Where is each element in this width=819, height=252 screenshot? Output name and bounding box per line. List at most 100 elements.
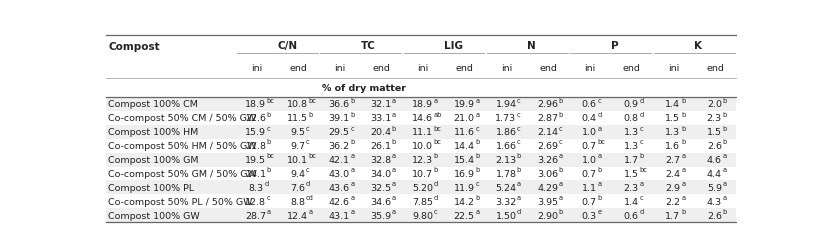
Text: b: b [681,208,686,214]
Text: a: a [559,180,563,186]
Text: b: b [475,194,479,200]
Text: b: b [559,167,563,173]
Text: 0.7: 0.7 [581,197,597,206]
Text: b: b [267,111,271,117]
Text: 1.5: 1.5 [665,114,680,123]
Text: c: c [351,125,354,131]
Text: 9.80: 9.80 [412,211,433,220]
Text: 1.0: 1.0 [581,155,597,164]
Text: end: end [540,64,557,73]
Text: 34.0: 34.0 [370,169,391,178]
Text: d: d [640,208,644,214]
Text: 21.0: 21.0 [454,114,475,123]
Text: 4.29: 4.29 [537,183,558,192]
Text: b: b [517,167,521,173]
Text: bc: bc [598,139,606,145]
Text: b: b [640,153,644,159]
Text: 36.2: 36.2 [328,142,350,150]
Text: a: a [351,180,355,186]
Text: b: b [475,167,479,173]
Text: a: a [391,194,396,200]
Text: 1.73: 1.73 [495,114,517,123]
Text: c: c [640,125,643,131]
Text: 5.20: 5.20 [412,183,433,192]
Text: 22.6: 22.6 [246,114,266,123]
Text: Compost 100% CM: Compost 100% CM [108,100,198,109]
Text: cd: cd [306,194,314,200]
Text: b: b [267,139,271,145]
Text: 3.26: 3.26 [537,155,559,164]
Text: 8.8: 8.8 [290,197,305,206]
Text: end: end [622,64,640,73]
Text: ini: ini [251,64,262,73]
Text: 32.8: 32.8 [370,155,391,164]
Text: 0.7: 0.7 [581,169,597,178]
Text: bc: bc [267,153,274,159]
Text: a: a [681,180,686,186]
Bar [106,208,735,222]
Text: N: N [527,41,536,51]
Text: 4.4: 4.4 [707,169,722,178]
Text: 1.7: 1.7 [623,155,639,164]
Text: a: a [517,194,521,200]
Text: b: b [391,125,396,131]
Text: b: b [267,167,271,173]
Text: d: d [433,180,438,186]
Text: a: a [475,111,479,117]
Text: Compost 100% GW: Compost 100% GW [108,211,200,220]
Text: b: b [723,97,727,103]
Text: 8.3: 8.3 [248,183,264,192]
Bar [106,111,735,125]
Text: 4.3: 4.3 [707,197,722,206]
Text: 21.8: 21.8 [246,142,266,150]
Text: 10.8: 10.8 [287,100,308,109]
Text: c: c [640,194,643,200]
Text: 14.4: 14.4 [454,142,475,150]
Text: a: a [391,111,396,117]
Text: c: c [640,139,643,145]
Text: Co-compost 50% HM / 50% GW: Co-compost 50% HM / 50% GW [108,142,256,150]
Text: 15.4: 15.4 [454,155,475,164]
Text: ini: ini [584,64,595,73]
Text: K: K [695,41,702,51]
Text: a: a [681,153,686,159]
Text: 22.5: 22.5 [454,211,475,220]
Text: 15.9: 15.9 [246,128,266,137]
Text: 14.6: 14.6 [412,114,433,123]
Text: bc: bc [433,125,441,131]
Text: 20.4: 20.4 [370,128,391,137]
Text: d: d [598,111,602,117]
Text: end: end [456,64,474,73]
Text: end: end [289,64,307,73]
Text: 1.6: 1.6 [665,142,680,150]
Text: 36.6: 36.6 [328,100,350,109]
Text: Compost: Compost [108,42,160,52]
Text: 2.96: 2.96 [537,100,558,109]
Text: 0.9: 0.9 [623,100,639,109]
Text: a: a [391,208,396,214]
Text: b: b [433,153,438,159]
Text: 19.5: 19.5 [246,155,266,164]
Text: 3.06: 3.06 [537,169,559,178]
Text: b: b [351,97,355,103]
Text: b: b [475,153,479,159]
Bar [106,195,735,208]
Bar [106,139,735,153]
Text: c: c [517,139,521,145]
Text: 2.0: 2.0 [707,100,722,109]
Text: 2.69: 2.69 [537,142,558,150]
Text: 12.3: 12.3 [412,155,433,164]
Text: c: c [517,97,521,103]
Text: 1.1: 1.1 [581,183,597,192]
Text: b: b [559,208,563,214]
Text: ini: ini [418,64,429,73]
Text: Compost 100% GM: Compost 100% GM [108,155,198,164]
Text: 35.9: 35.9 [370,211,391,220]
Text: 18.9: 18.9 [246,100,266,109]
Text: 39.1: 39.1 [328,114,350,123]
Text: bc: bc [309,97,316,103]
Text: 2.9: 2.9 [665,183,680,192]
Text: a: a [723,194,727,200]
Bar [106,98,735,111]
Text: 1.86: 1.86 [495,128,517,137]
